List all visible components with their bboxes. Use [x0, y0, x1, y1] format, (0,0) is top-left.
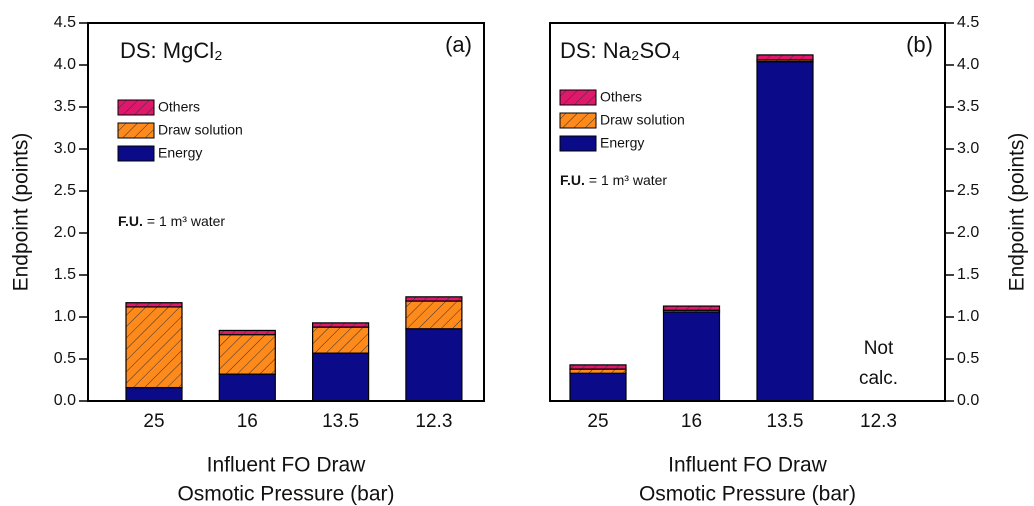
bar-segment: [218, 334, 276, 375]
y-tick-label: 0.5: [54, 350, 76, 367]
legend-label: Energy: [600, 135, 644, 151]
y-tick-label: 1.0: [957, 308, 979, 325]
x-tick-label: 25: [587, 411, 608, 432]
y-axis-label: Endpoint (points): [10, 133, 33, 292]
y-tick-label: 0.5: [957, 350, 979, 367]
legend-label: Draw solution: [600, 112, 685, 128]
y-tick-label: 1.5: [957, 266, 979, 283]
plot-frame: [87, 22, 485, 402]
note: F.U. = 1 m³ water: [118, 213, 225, 229]
y-tick-label: 3.0: [54, 140, 76, 157]
note-label: F.U.: [560, 172, 585, 188]
bar-segment: [125, 306, 183, 389]
x-tick-label: 16: [237, 411, 258, 432]
bar-segment: [756, 54, 814, 61]
x-axis-label: Osmotic Pressure (bar): [177, 483, 394, 506]
note-text: = 1 m³ water: [147, 213, 226, 229]
y-tick-label: 4.0: [957, 56, 979, 73]
x-tick-label: 12.3: [860, 411, 897, 432]
y-tick-label: 1.5: [54, 266, 76, 283]
x-axis-label: Osmotic Pressure (bar): [639, 483, 856, 506]
bar-segment: [125, 302, 183, 308]
legend-swatch: [559, 135, 597, 152]
y-tick-label: 1.0: [54, 308, 76, 325]
x-tick-label: 13.5: [322, 411, 359, 432]
bar-segment: [218, 373, 276, 402]
bar-segment: [662, 305, 721, 311]
bar-segment: [125, 386, 183, 402]
bar-segment: [405, 328, 463, 402]
legend-label: Others: [600, 89, 642, 105]
x-tick-label: 16: [681, 411, 702, 432]
y-tick-label: 0.0: [957, 392, 979, 409]
y-tick-label: 2.5: [957, 182, 979, 199]
legend-swatch: [559, 112, 597, 129]
legend-label: Others: [158, 99, 200, 115]
bar-segment: [569, 372, 627, 402]
legend-swatch: [117, 122, 155, 139]
x-tick-label: 13.5: [767, 411, 804, 432]
annotation: Not: [864, 338, 894, 359]
note-text: = 1 m³ water: [589, 172, 668, 188]
bar-segment: [312, 326, 370, 354]
note: F.U. = 1 m³ water: [560, 172, 667, 188]
bar-segment: [312, 322, 370, 328]
y-axis-label: Endpoint (points): [1006, 133, 1029, 292]
y-tick-label: 4.5: [54, 14, 76, 31]
bar-segment: [569, 364, 627, 370]
y-tick-label: 4.0: [54, 56, 76, 73]
bar-segment: [756, 61, 814, 402]
x-tick-label: 12.3: [415, 411, 452, 432]
plot-frame: [549, 22, 946, 402]
bar-segment: [312, 352, 370, 402]
annotation: calc.: [859, 368, 898, 389]
legend-label: Draw solution: [158, 122, 243, 138]
y-tick-label: 2.0: [957, 224, 979, 241]
bar-segment: [218, 329, 276, 336]
legend-swatch: [117, 145, 155, 162]
legend-swatch: [117, 99, 155, 116]
x-axis-label: Influent FO Draw: [207, 454, 367, 477]
y-tick-label: 2.5: [54, 182, 76, 199]
y-tick-label: 0.0: [54, 392, 76, 409]
panel-label: (a): [445, 32, 472, 57]
bar-segment: [405, 300, 463, 330]
bar-segment: [569, 368, 627, 374]
x-tick-label: 25: [143, 411, 164, 432]
y-tick-label: 2.0: [54, 224, 76, 241]
y-tick-label: 3.0: [957, 140, 979, 157]
panel-title: DS: Na₂SO₄: [560, 38, 680, 63]
bar-segment: [405, 296, 463, 302]
x-axis-label: Influent FO Draw: [668, 454, 828, 477]
note-label: F.U.: [118, 213, 143, 229]
y-tick-label: 3.5: [54, 98, 76, 115]
y-tick-label: 4.5: [957, 14, 979, 31]
panel-title: DS: MgCl₂: [120, 38, 223, 63]
bar-segment: [662, 311, 721, 402]
panel-label: (b): [906, 32, 933, 57]
legend-swatch: [559, 89, 597, 106]
legend-label: Energy: [158, 145, 202, 161]
y-tick-label: 3.5: [957, 98, 979, 115]
